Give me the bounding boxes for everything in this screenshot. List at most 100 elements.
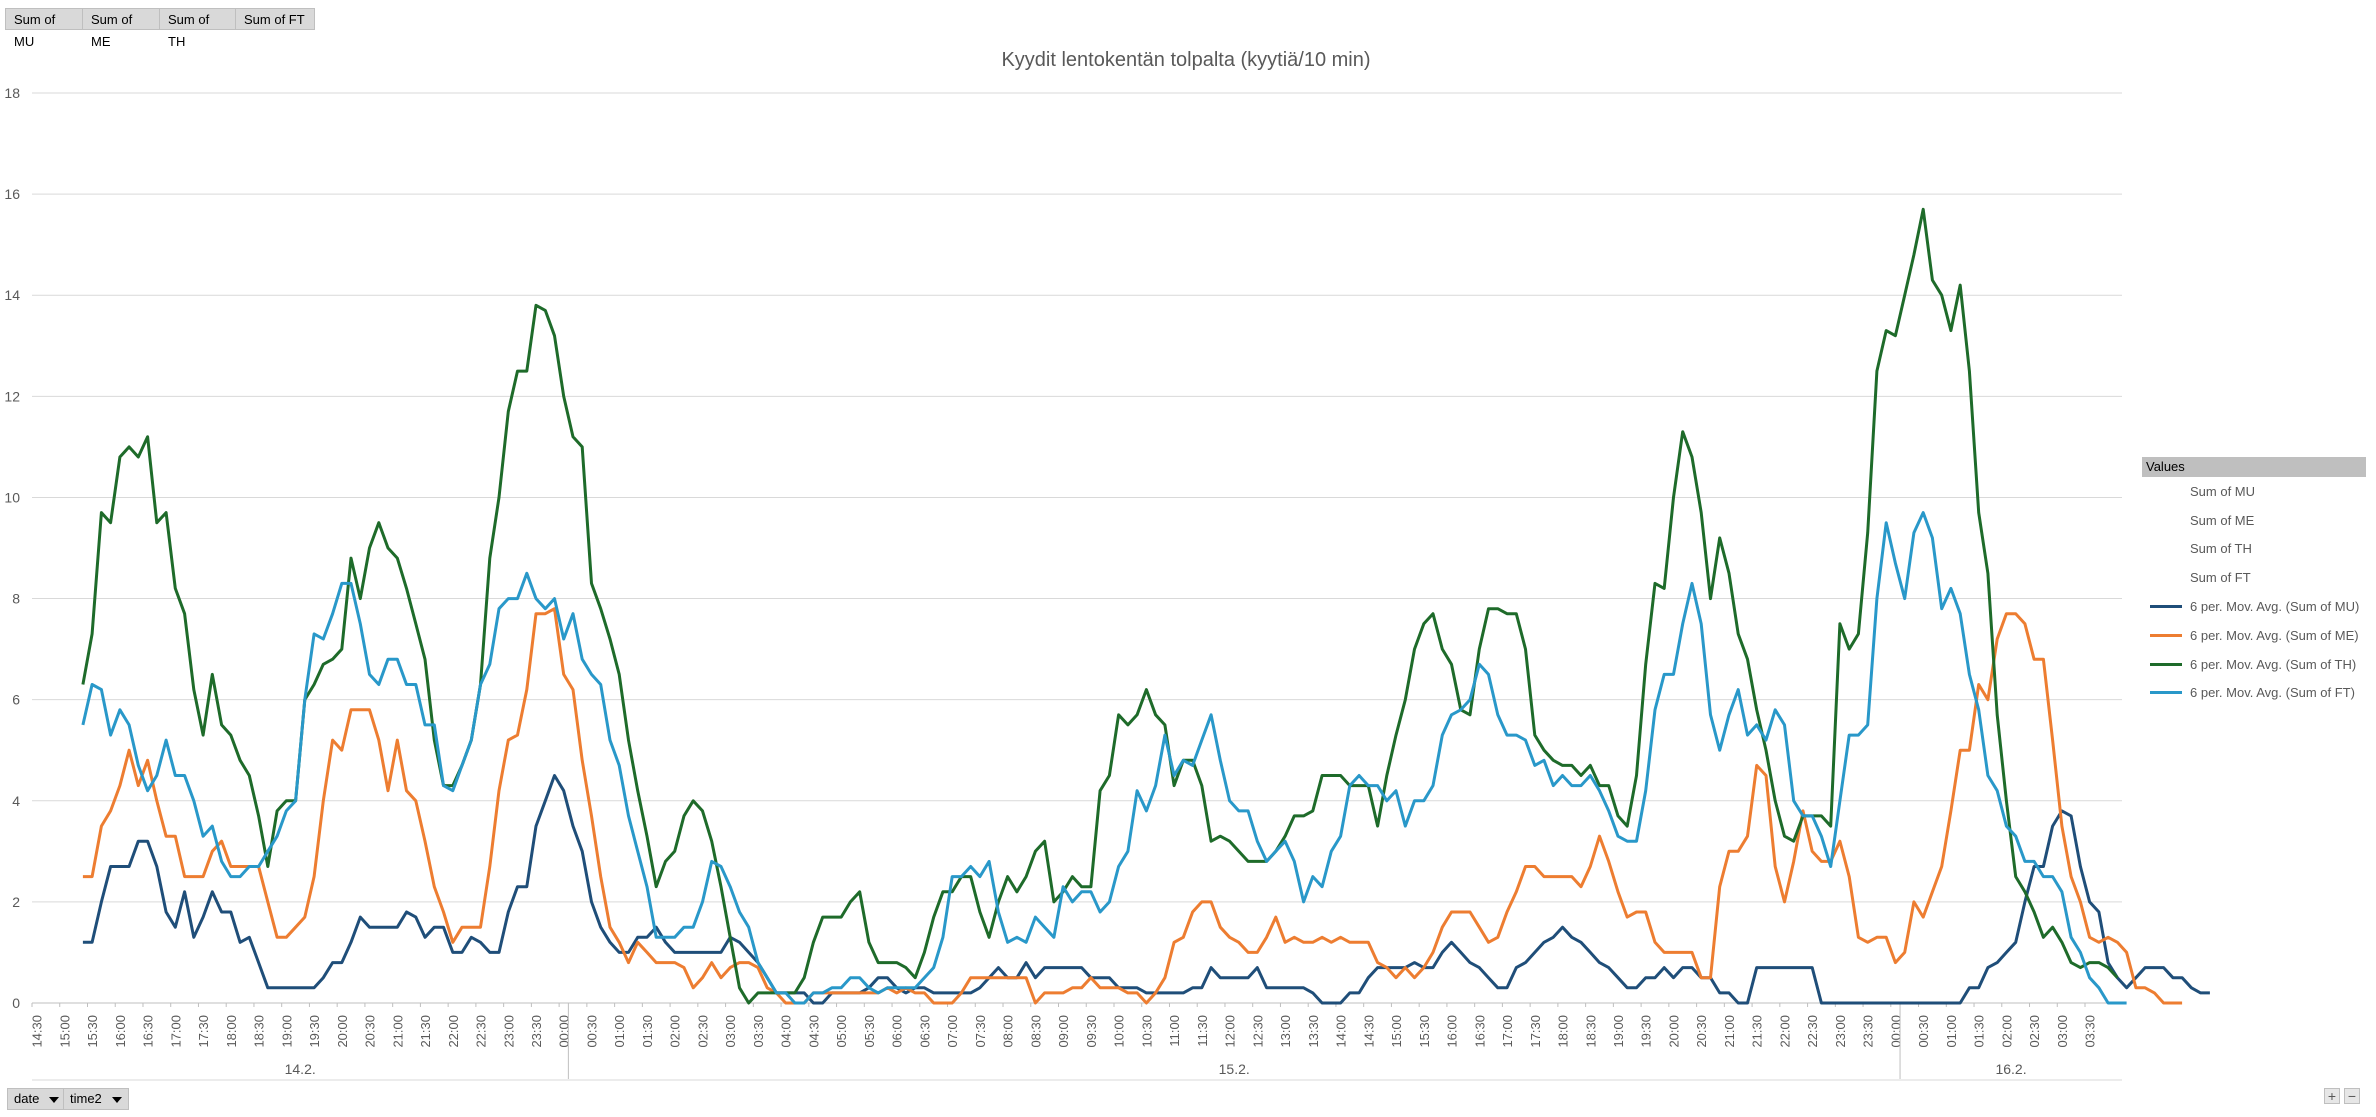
- y-tick-label: 0: [12, 995, 20, 1011]
- x-tick-label: 04:00: [779, 1015, 794, 1048]
- y-tick-label: 6: [12, 692, 20, 708]
- x-tick-label: 07:00: [945, 1015, 960, 1048]
- x-tick-label: 09:00: [1056, 1015, 1071, 1048]
- gridlines: [32, 92, 2122, 1004]
- x-tick-label: 01:30: [640, 1015, 655, 1048]
- x-tick-label: 14:30: [1361, 1015, 1376, 1048]
- x-tick-label: 13:30: [1306, 1015, 1321, 1048]
- x-tick-label: 20:30: [1694, 1015, 1709, 1048]
- legend-label: Sum of MU: [2190, 483, 2256, 499]
- x-tick-label: 14:30: [30, 1015, 45, 1048]
- x-tick-label: 02:30: [695, 1015, 710, 1048]
- y-axis-tick-labels: 0 2 4 6 8 10 12 14 16 18: [4, 85, 20, 1011]
- x-tick-label: 15:00: [57, 1015, 72, 1048]
- row-field-date-label: date: [14, 1091, 40, 1106]
- x-tick-label: 00:30: [1916, 1015, 1931, 1048]
- date-group-label: 14.2.: [285, 1061, 316, 1077]
- x-tick-label: 22:00: [1777, 1015, 1792, 1048]
- legend-swatch: [2150, 576, 2182, 580]
- y-tick-label: 12: [4, 388, 20, 404]
- x-tick-label: 18:00: [224, 1015, 239, 1048]
- x-tick-label: 20:00: [1666, 1015, 1681, 1048]
- x-tick-label: 02:30: [2027, 1015, 2042, 1048]
- x-tick-label: 11:00: [1167, 1015, 1182, 1047]
- y-tick-label: 10: [4, 489, 20, 505]
- x-tick-label: 15:00: [1389, 1015, 1404, 1048]
- x-tick-label: 22:30: [1805, 1015, 1820, 1048]
- x-tick-label: 23:00: [1833, 1015, 1848, 1048]
- x-tick-label: 17:30: [196, 1015, 211, 1048]
- x-tick-label: 08:00: [1001, 1015, 1016, 1048]
- x-tick-label: 23:30: [529, 1015, 544, 1048]
- legend-item: Sum of FT: [2142, 563, 2366, 592]
- x-tick-label: 19:30: [1639, 1015, 1654, 1048]
- legend-item: 6 per. Mov. Avg. (Sum of TH): [2142, 650, 2366, 679]
- legend-label: Sum of ME: [2190, 512, 2255, 528]
- x-tick-label: 21:30: [418, 1015, 433, 1048]
- x-tick-label: 04:30: [806, 1015, 821, 1048]
- x-tick-label: 03:30: [751, 1015, 766, 1048]
- x-tick-label: 21:00: [390, 1015, 405, 1048]
- legend-item: 6 per. Mov. Avg. (Sum of FT): [2142, 679, 2366, 708]
- series-line-4: [82, 774, 2210, 1005]
- x-tick-label: 03:00: [2055, 1015, 2070, 1048]
- y-tick-label: 4: [12, 793, 20, 809]
- x-tick-label: 20:00: [335, 1015, 350, 1048]
- x-tick-label: 08:30: [1028, 1015, 1043, 1048]
- chart-title: Kyydit lentokentän tolpalta (kyytiä/10 m…: [1001, 49, 1370, 71]
- y-tick-label: 18: [4, 85, 20, 101]
- x-tick-label: 19:00: [279, 1015, 294, 1048]
- x-tick-label: 02:00: [1999, 1015, 2014, 1048]
- legend-swatch: [2150, 518, 2182, 522]
- x-tick-label: 00:00: [1888, 1015, 1903, 1048]
- x-tick-label: 00:00: [557, 1015, 572, 1048]
- legend-label: 6 per. Mov. Avg. (Sum of MU): [2190, 599, 2360, 615]
- legend-label: 6 per. Mov. Avg. (Sum of FT): [2190, 685, 2355, 701]
- x-tick-label: 16:00: [1445, 1015, 1460, 1048]
- zoom-in-button[interactable]: +: [2324, 1088, 2340, 1104]
- legend-swatch: [2150, 633, 2182, 637]
- x-tick-label: 15:30: [1417, 1015, 1432, 1048]
- row-field-time2[interactable]: time2: [63, 1088, 129, 1110]
- x-tick-label: 01:00: [1944, 1015, 1959, 1048]
- legend-label: 6 per. Mov. Avg. (Sum of ME): [2190, 627, 2359, 643]
- y-tick-label: 16: [4, 186, 20, 202]
- field-button-sum-th[interactable]: Sum of TH: [159, 8, 236, 49]
- x-tick-label: 21:00: [1722, 1015, 1737, 1048]
- legend-swatch: [2150, 547, 2182, 551]
- legend-swatch: [2150, 662, 2182, 666]
- x-tick-label: 20:30: [363, 1015, 378, 1048]
- row-field-date[interactable]: date: [7, 1088, 67, 1110]
- legend: Values Sum of MU Sum of ME Sum of TH Sum of…: [2142, 457, 2366, 707]
- legend-items: Sum of MU Sum of ME Sum of TH Sum of FT 6 pe…: [2142, 477, 2366, 707]
- x-tick-label: 19:30: [307, 1015, 322, 1048]
- field-button-sum-me[interactable]: Sum of ME: [82, 8, 160, 49]
- x-tick-label: 23:00: [501, 1015, 516, 1048]
- x-tick-label: 14:00: [1334, 1015, 1349, 1048]
- y-tick-label: 2: [12, 894, 20, 910]
- x-tick-label: 05:30: [862, 1015, 877, 1048]
- x-tick-label: 10:00: [1112, 1015, 1127, 1048]
- x-tick-label: 16:30: [1472, 1015, 1487, 1048]
- x-tick-label: 18:30: [1583, 1015, 1598, 1048]
- field-button-sum-mu[interactable]: Sum of MU: [5, 8, 83, 49]
- legend-swatch: [2150, 691, 2182, 695]
- x-tick-label: 15:30: [85, 1015, 100, 1048]
- zoom-out-button[interactable]: −: [2344, 1088, 2360, 1104]
- dropdown-arrow-icon: [49, 1097, 60, 1103]
- legend-label: Sum of FT: [2190, 570, 2251, 586]
- x-tick-label: 07:30: [973, 1015, 988, 1048]
- x-tick-label: 16:00: [113, 1015, 128, 1048]
- y-tick-label: 8: [12, 591, 20, 607]
- field-button-sum-ft[interactable]: Sum of FT: [235, 8, 315, 30]
- legend-item: Sum of TH: [2142, 535, 2366, 564]
- x-tick-label: 03:30: [2083, 1015, 2098, 1048]
- row-field-time2-label: time2: [70, 1091, 102, 1106]
- x-tick-label: 13:00: [1278, 1015, 1293, 1048]
- x-tick-label: 18:00: [1556, 1015, 1571, 1048]
- x-tick-label: 01:00: [612, 1015, 627, 1048]
- x-tick-label: 03:00: [723, 1015, 738, 1048]
- series-lines: [81, 207, 2210, 1005]
- legend-item: 6 per. Mov. Avg. (Sum of ME): [2142, 621, 2366, 650]
